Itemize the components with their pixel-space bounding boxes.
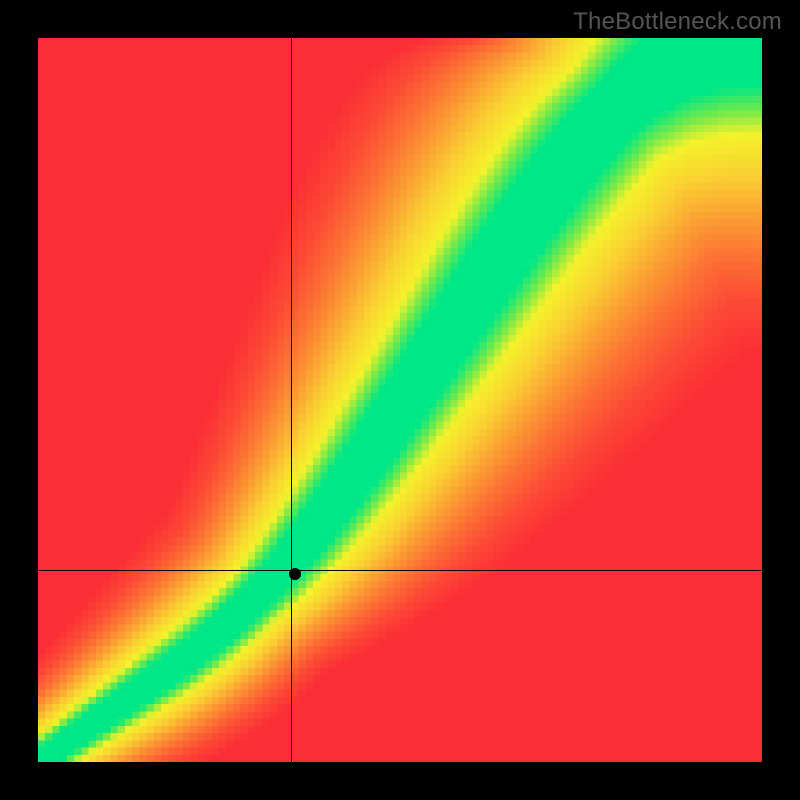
crosshair-horizontal — [38, 570, 762, 571]
selected-point-marker — [289, 568, 301, 580]
watermark-text: TheBottleneck.com — [573, 8, 782, 36]
heatmap-canvas — [38, 38, 762, 762]
bottleneck-heatmap — [38, 38, 762, 762]
crosshair-vertical — [291, 38, 292, 762]
